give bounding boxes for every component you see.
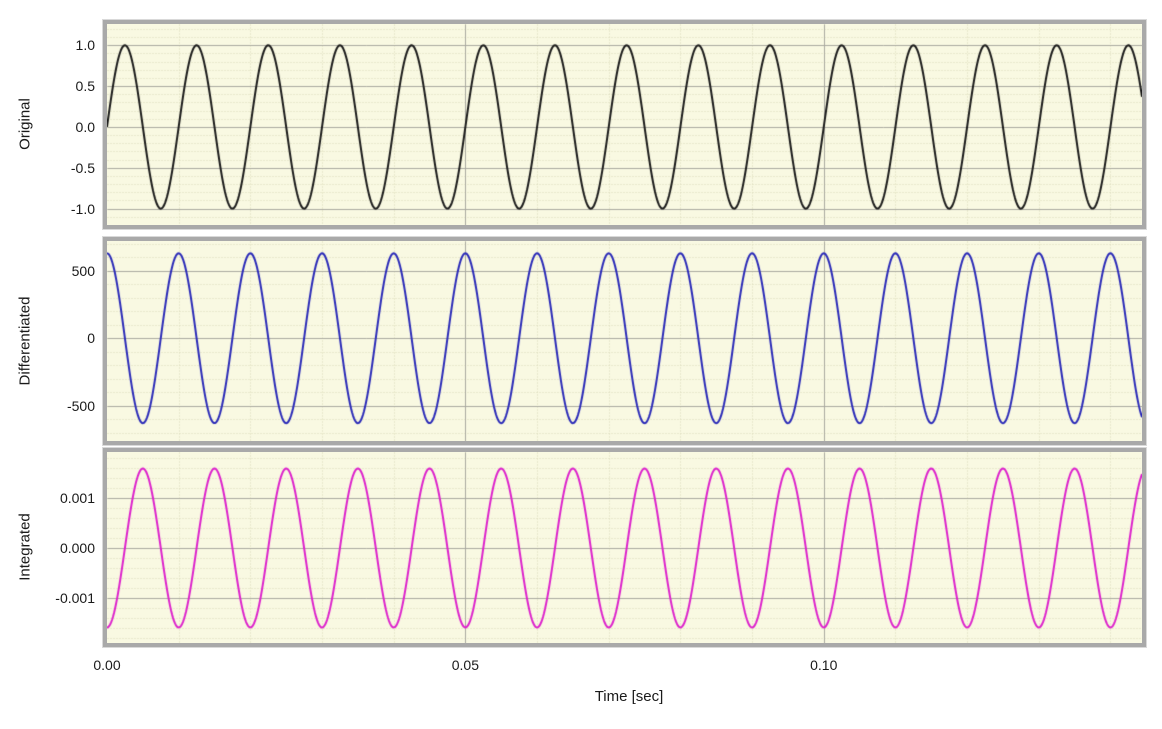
y-tick-label: 0.0 bbox=[75, 118, 95, 135]
plot-panel-differentiated bbox=[103, 237, 1146, 445]
x-tick-label: 0.10 bbox=[810, 657, 838, 673]
y-tick-label: 0.000 bbox=[59, 540, 95, 556]
y-tick-label: -500 bbox=[66, 397, 95, 414]
plot-canvas-integrated bbox=[107, 452, 1142, 643]
y-tick-label: 0.5 bbox=[75, 78, 95, 95]
y-axis-title-original: Original bbox=[16, 98, 34, 150]
y-tick-label: -1.0 bbox=[70, 200, 95, 217]
y-axis-title-integrated: Integrated bbox=[16, 513, 34, 581]
y-tick-label: 0 bbox=[87, 330, 95, 347]
plot-panel-original bbox=[103, 20, 1146, 229]
x-axis-title: Time [sec] bbox=[594, 688, 664, 705]
y-axis-title-differentiated: Differentiated bbox=[16, 296, 34, 386]
y-tick-label: 500 bbox=[71, 262, 95, 279]
x-tick-label: 0.00 bbox=[93, 657, 121, 673]
y-tick-label: -0.5 bbox=[70, 159, 95, 176]
plot-panel-integrated bbox=[103, 448, 1146, 647]
y-tick-label: -0.001 bbox=[55, 590, 95, 606]
y-tick-label: 0.001 bbox=[59, 490, 95, 506]
plot-canvas-original bbox=[107, 24, 1142, 225]
x-tick-label: 0.05 bbox=[451, 657, 479, 673]
plot-canvas-differentiated bbox=[107, 241, 1142, 441]
y-tick-label: 1.0 bbox=[75, 37, 95, 54]
